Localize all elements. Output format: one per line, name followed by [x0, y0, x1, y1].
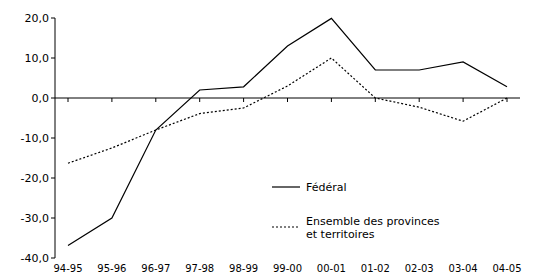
legend-label: Fédéral: [306, 181, 347, 194]
x-tick-label: 96-97: [141, 263, 170, 274]
legend-swatch: [272, 186, 300, 187]
x-tick-label: 98-99: [229, 263, 258, 274]
x-tick-label: 97-98: [185, 263, 214, 274]
y-tick-label: -40,0: [21, 252, 49, 265]
x-tick: [155, 98, 156, 102]
x-tick-label: 04-05: [492, 263, 521, 274]
y-tick: [51, 98, 55, 99]
legend-label-line: Ensemble des provinces: [306, 215, 440, 228]
legend-swatch: [272, 226, 300, 227]
y-tick-label: 10,0: [25, 52, 50, 65]
x-tick: [331, 98, 332, 102]
series-group: [68, 18, 507, 245]
x-tick: [199, 98, 200, 102]
y-tick-label: 0,0: [32, 92, 50, 105]
series-line: [68, 18, 507, 245]
x-tick-label: 00-01: [317, 263, 346, 274]
legend-label-line: et territoires: [306, 228, 375, 241]
series-line: [68, 58, 507, 163]
x-tick: [111, 98, 112, 102]
legend-label: Ensemble des provinceset territoires: [306, 215, 440, 241]
x-tick: [463, 98, 464, 102]
chart: -40,0 -30,0 -20,0 -10,0 0,0 10,0 20,0 94-95 95-9…: [0, 0, 534, 277]
y-tick: [51, 18, 55, 19]
x-tick-label: 01-02: [361, 263, 390, 274]
x-tick-label: 03-04: [449, 263, 478, 274]
y-tick: [51, 138, 55, 139]
x-tick: [287, 98, 288, 102]
y-tick: [51, 218, 55, 219]
x-tick: [243, 98, 244, 102]
x-tick-label: 94-95: [53, 263, 82, 274]
x-tick: [419, 98, 420, 102]
x-tick: [68, 98, 69, 102]
x-tick-label: 02-03: [405, 263, 434, 274]
y-tick-label: -10,0: [21, 132, 49, 145]
y-tick: [51, 258, 55, 259]
x-tick-label: 99-00: [273, 263, 302, 274]
x-tick-label: 95-96: [97, 263, 126, 274]
y-tick-label: -30,0: [21, 212, 49, 225]
y-tick-label: 20,0: [25, 12, 50, 25]
y-tick-label: -20,0: [21, 172, 49, 185]
y-tick: [51, 178, 55, 179]
y-tick: [51, 58, 55, 59]
legend-label-line: Fédéral: [306, 181, 347, 194]
